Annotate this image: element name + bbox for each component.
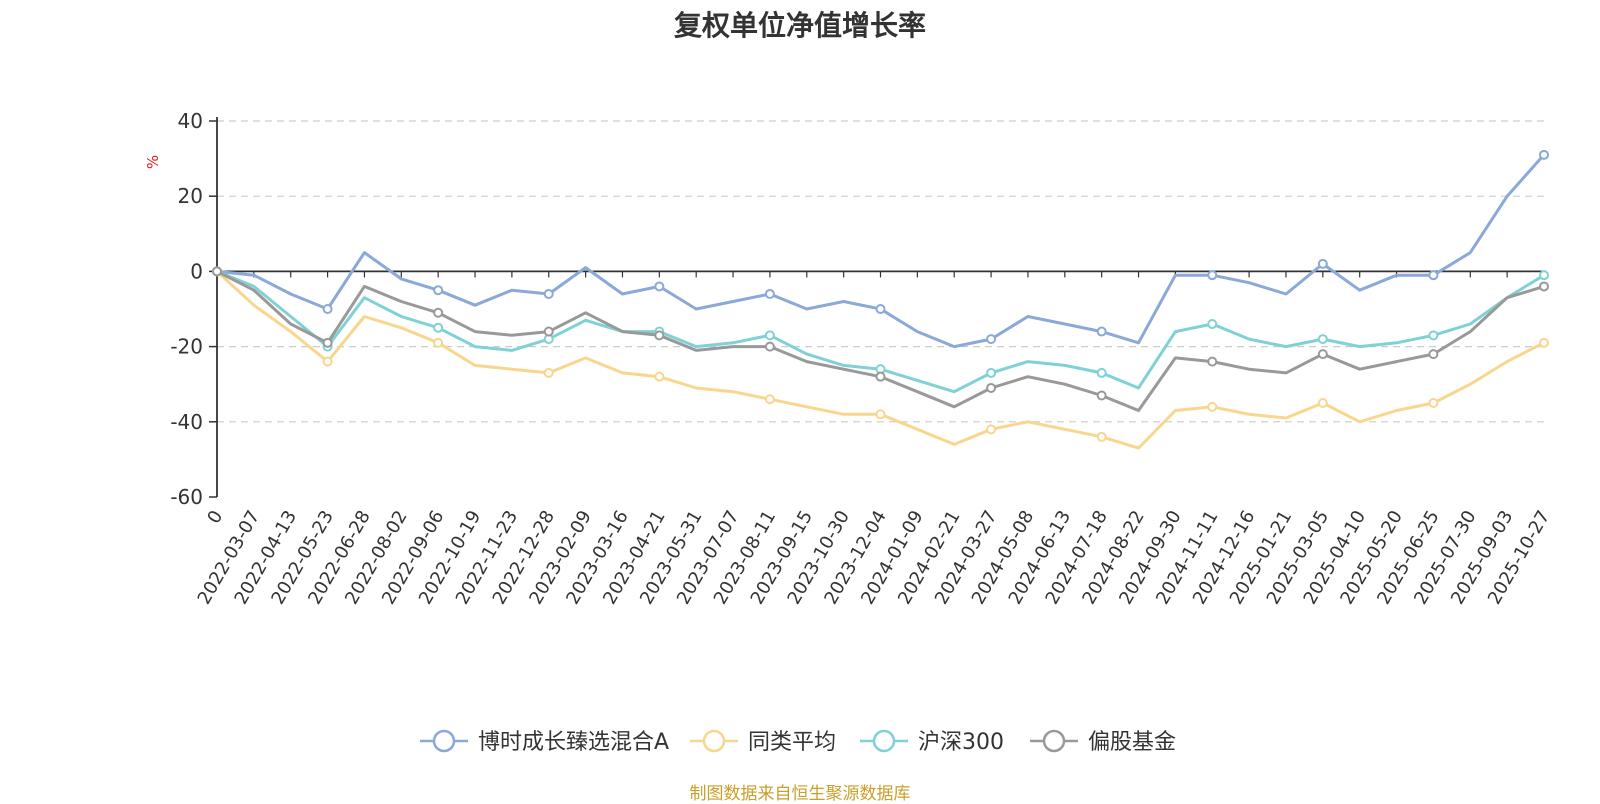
data-point (1539, 270, 1549, 281)
data-point (322, 337, 333, 348)
data-point (543, 288, 554, 299)
data-point (764, 288, 775, 299)
data-point (1207, 356, 1218, 367)
data-point (1428, 349, 1439, 360)
legend-label: 博时成长臻选混合A (478, 730, 669, 755)
data-point (986, 424, 997, 435)
data-point (1428, 270, 1439, 281)
data-point (212, 266, 222, 277)
data-point (1096, 390, 1107, 401)
data-point (1207, 401, 1218, 412)
data-point (986, 382, 997, 393)
legend-marker (702, 729, 726, 753)
data-point (986, 334, 997, 345)
data-point (1207, 270, 1218, 281)
legend-label: 沪深300 (918, 730, 1004, 755)
data-point (764, 341, 775, 352)
data-point (433, 285, 444, 296)
data-point (1539, 337, 1549, 348)
y-tick-label: 20 (178, 184, 203, 208)
data-point (433, 337, 444, 348)
data-point (654, 281, 665, 292)
legend-marker (432, 729, 456, 753)
data-point (1096, 326, 1107, 337)
y-tick-label: 40 (178, 109, 203, 133)
data-point (1096, 431, 1107, 442)
data-point (1317, 398, 1328, 408)
legend-label: 偏股基金 (1088, 730, 1176, 755)
data-point (1317, 258, 1328, 269)
data-point (433, 307, 444, 318)
y-tick-label: 0 (190, 259, 203, 283)
series-line-1 (215, 153, 1546, 349)
line-chart: 40200-20-40-60%02022-03-072022-04-132022… (144, 109, 1554, 755)
data-point (543, 367, 554, 378)
legend-marker (1042, 729, 1066, 753)
data-point (875, 409, 886, 420)
data-point (875, 371, 886, 382)
data-point (1096, 367, 1107, 378)
y-tick-label: -20 (170, 335, 203, 359)
x-tick-label: 0 (203, 507, 227, 527)
data-point (1539, 281, 1549, 292)
series-line-4 (215, 269, 1546, 412)
data-point (1428, 398, 1439, 408)
legend-marker (872, 729, 896, 753)
data-point (322, 356, 333, 367)
data-source-footer: 制图数据来自恒生聚源数据库 (689, 784, 911, 804)
y-tick-label: -40 (170, 410, 203, 434)
y-axis-label: % (144, 155, 162, 169)
data-point (654, 330, 665, 341)
data-point (654, 371, 665, 382)
data-point (1317, 334, 1328, 345)
data-point (986, 367, 997, 378)
data-point (1207, 319, 1218, 330)
data-point (764, 394, 775, 405)
data-point (764, 330, 775, 341)
data-point (1428, 330, 1439, 341)
y-tick-label: -60 (170, 485, 203, 509)
chart-title: 复权单位净值增长率 (673, 9, 926, 42)
data-point (1317, 349, 1328, 360)
data-point (433, 322, 444, 333)
data-point (322, 304, 333, 314)
data-point (1539, 149, 1549, 160)
legend-label: 同类平均 (748, 730, 836, 755)
data-point (543, 326, 554, 337)
data-point (875, 304, 886, 314)
